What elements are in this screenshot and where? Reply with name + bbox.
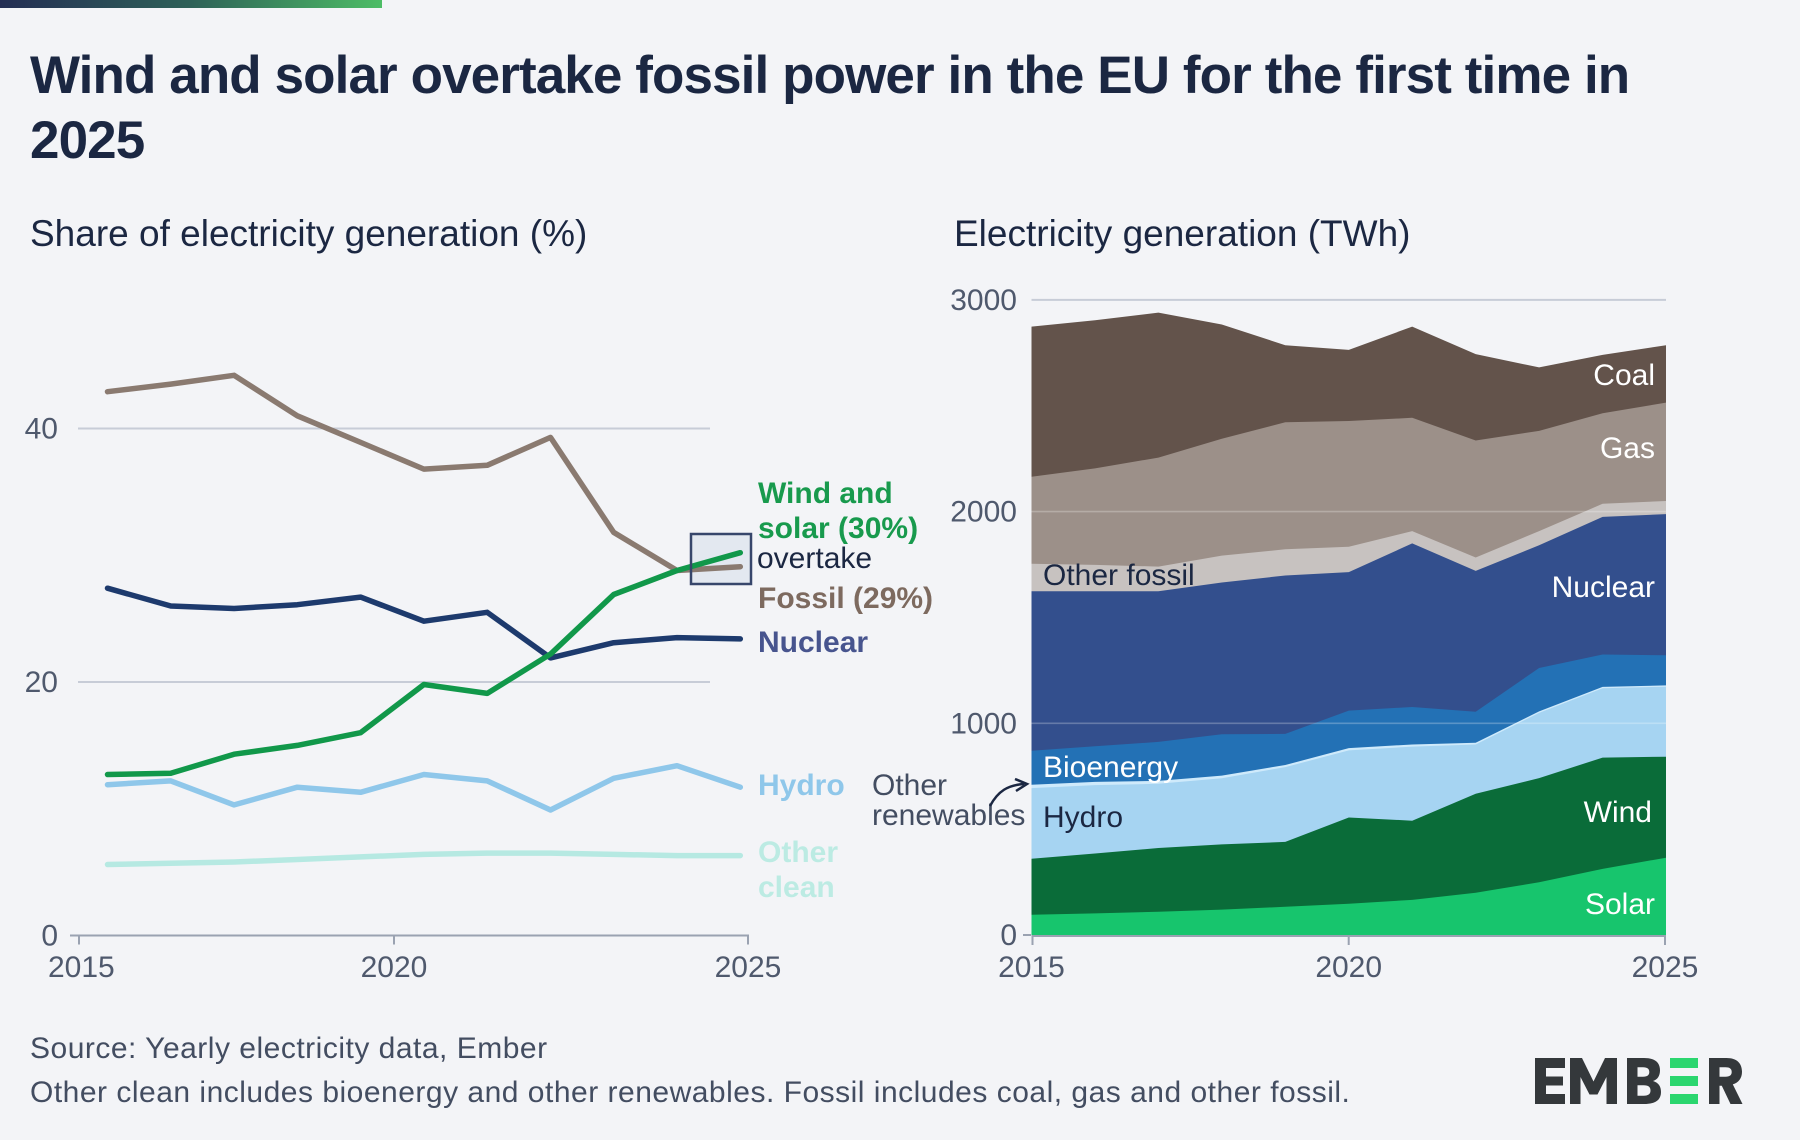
svg-text:renewables: renewables [872,799,1025,832]
svg-text:2015: 2015 [998,951,1065,984]
svg-text:2015: 2015 [48,951,115,984]
svg-text:3000: 3000 [950,284,1017,317]
svg-text:Wind: Wind [1584,796,1652,829]
svg-text:2020: 2020 [361,951,428,984]
svg-text:2020: 2020 [1315,951,1382,984]
svg-text:2025: 2025 [1632,951,1699,984]
svg-text:Nuclear: Nuclear [1552,571,1655,604]
svg-text:2000: 2000 [950,496,1017,529]
svg-text:Gas: Gas [1600,432,1655,465]
svg-text:0: 0 [41,920,58,953]
svg-text:Bioenergy: Bioenergy [1043,751,1178,784]
svg-text:2025: 2025 [715,951,782,984]
svg-text:Solar: Solar [1585,888,1655,921]
svg-text:40: 40 [25,413,58,446]
svg-text:1000: 1000 [950,707,1017,740]
svg-text:Other: Other [872,769,947,802]
svg-text:20: 20 [25,666,58,699]
svg-text:Coal: Coal [1593,359,1655,392]
svg-text:Other fossil: Other fossil [1043,559,1195,592]
svg-text:Hydro: Hydro [1043,801,1123,834]
svg-text:0: 0 [1000,919,1017,952]
